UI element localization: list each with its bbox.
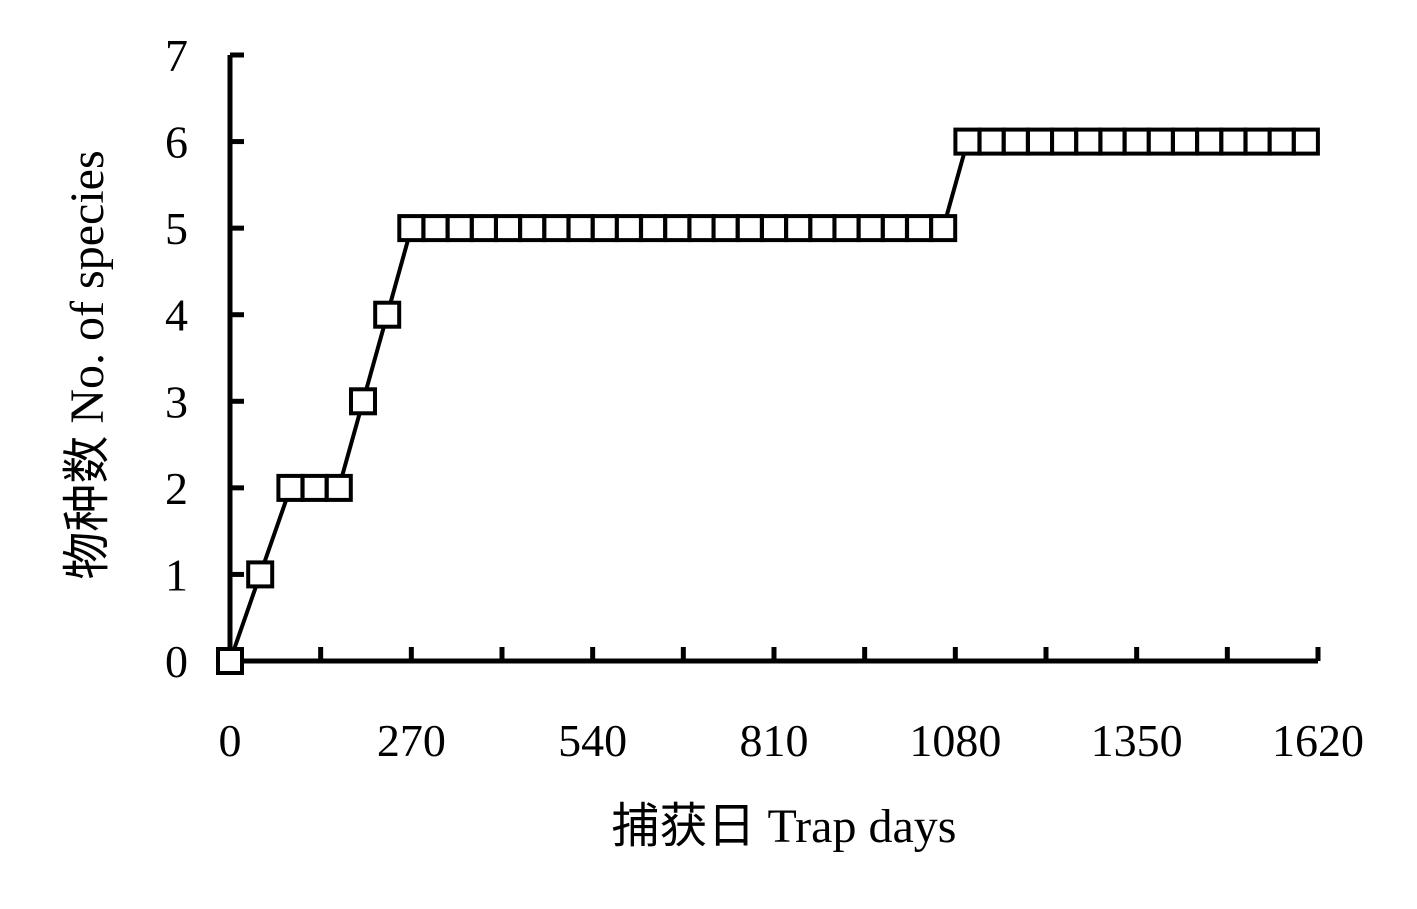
data-point — [1050, 127, 1079, 156]
data-point — [397, 214, 426, 243]
data-point — [1219, 127, 1248, 156]
data-point — [1098, 127, 1127, 156]
data-points — [216, 127, 1320, 675]
y-tick-label: 3 — [165, 376, 188, 427]
y-axis-title: 物种数 No. of species — [61, 150, 114, 579]
y-tick-label: 0 — [165, 636, 188, 687]
x-tick-label: 0 — [219, 715, 242, 766]
data-point — [808, 214, 837, 243]
y-tick-label: 2 — [165, 463, 188, 514]
x-tick-label: 270 — [377, 715, 446, 766]
x-tick-label: 810 — [740, 715, 809, 766]
data-point — [1074, 127, 1103, 156]
data-point — [421, 214, 450, 243]
data-point — [566, 214, 595, 243]
data-point — [590, 214, 619, 243]
data-point — [445, 214, 474, 243]
tick-labels: 0 1 2 3 4 5 6 7 0 270 540 810 1080 1350 1620 — [165, 30, 1364, 766]
data-point — [1122, 127, 1151, 156]
data-point — [349, 387, 377, 416]
data-point — [639, 214, 668, 243]
data-point — [1001, 127, 1030, 156]
data-point — [687, 214, 716, 243]
data-point — [1026, 127, 1054, 156]
data-point — [663, 214, 692, 243]
data-point — [953, 127, 982, 156]
data-point — [216, 647, 244, 675]
data-point — [735, 214, 764, 243]
x-tick-label: 1350 — [1091, 715, 1183, 766]
data-point — [614, 214, 643, 243]
data-point — [494, 214, 522, 243]
y-tick-label: 5 — [165, 203, 188, 254]
x-tick-label: 1620 — [1272, 715, 1364, 766]
data-point — [905, 214, 934, 243]
data-point — [784, 214, 813, 243]
data-point — [518, 214, 547, 243]
ticks — [230, 52, 1321, 664]
data-point — [469, 214, 498, 243]
data-point — [832, 214, 861, 243]
data-point — [246, 560, 275, 589]
data-point — [1291, 127, 1320, 156]
data-point — [929, 214, 958, 243]
data-point — [300, 473, 329, 502]
x-tick-label: 1080 — [909, 715, 1001, 766]
y-tick-label: 7 — [165, 30, 188, 81]
data-point — [542, 214, 571, 243]
y-tick-label: 6 — [165, 117, 188, 168]
data-point — [324, 473, 353, 502]
data-point — [373, 300, 402, 329]
y-tick-label: 1 — [165, 549, 188, 600]
data-point — [711, 214, 740, 243]
data-point — [276, 473, 305, 502]
x-axis-title: 捕获日 Trap days — [612, 800, 957, 853]
data-point — [1195, 127, 1224, 156]
data-point — [856, 214, 885, 243]
data-point — [880, 214, 909, 243]
data-point — [760, 214, 788, 243]
data-point — [1146, 127, 1175, 156]
data-point — [1243, 127, 1272, 156]
data-point — [977, 127, 1006, 156]
y-tick-label: 4 — [165, 290, 188, 341]
data-point — [1171, 127, 1199, 156]
data-point — [1267, 127, 1296, 156]
x-tick-label: 540 — [558, 715, 627, 766]
